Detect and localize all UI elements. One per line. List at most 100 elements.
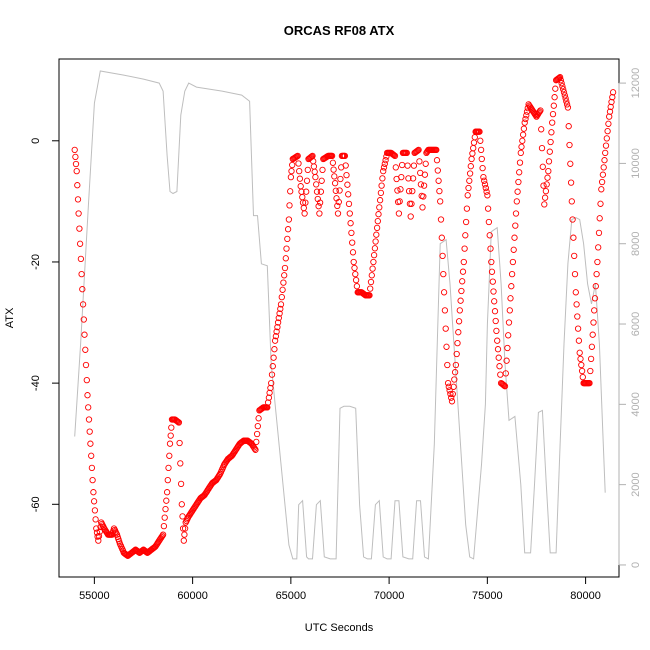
atx-point — [608, 98, 615, 106]
atx-point — [545, 167, 552, 175]
atx-point — [445, 383, 452, 390]
atx-point — [367, 285, 374, 292]
atx-point — [593, 270, 600, 278]
y-tick-label: -40 — [30, 375, 42, 391]
atx-point — [409, 187, 416, 195]
atx-point — [606, 108, 614, 115]
atx-point — [92, 516, 99, 523]
atx-point — [590, 319, 597, 326]
atx-point — [167, 432, 174, 439]
atx-point — [551, 94, 558, 101]
atx-point — [304, 166, 311, 174]
atx-point — [162, 505, 169, 513]
atx-point — [505, 319, 513, 326]
atx-point — [253, 438, 260, 446]
atx-point — [377, 189, 385, 197]
atx-point — [337, 175, 344, 183]
atx-point — [595, 244, 602, 251]
atx-point — [576, 349, 583, 356]
atx-point — [163, 497, 170, 504]
atx-point — [302, 199, 309, 206]
altitude-layer — [74, 70, 606, 560]
atx-point — [76, 240, 84, 247]
atx-point — [342, 162, 349, 169]
atx-point — [564, 104, 572, 111]
atx-point — [545, 158, 553, 165]
atx-point — [376, 204, 383, 211]
atx-point — [591, 295, 599, 302]
atx-point — [544, 174, 551, 181]
atx-point — [490, 288, 497, 295]
chart-title: ORCAS RF08 ATX — [284, 23, 395, 38]
atx-point — [72, 153, 79, 161]
y2-tick-label: 4000 — [630, 392, 642, 416]
atx-point — [556, 74, 564, 81]
atx-point — [437, 216, 445, 223]
atx-point — [563, 101, 571, 108]
atx-point — [437, 198, 444, 205]
atx-point — [541, 194, 549, 201]
atx-point — [180, 537, 187, 544]
atx-point — [268, 379, 275, 387]
atx-point — [370, 258, 377, 266]
atx-point — [174, 418, 181, 425]
atx-point — [439, 252, 446, 260]
atx-point — [177, 480, 185, 488]
atx-point — [272, 333, 280, 340]
atx-point — [420, 193, 427, 200]
atx-point — [519, 131, 527, 138]
atx-point — [536, 108, 543, 115]
atx-point — [491, 308, 499, 315]
atx-point — [284, 226, 292, 233]
atx-point — [415, 146, 422, 154]
atx-point — [95, 532, 103, 540]
atx-point — [497, 371, 504, 378]
y2-tick-label: 6000 — [630, 312, 642, 336]
atx-point — [436, 187, 443, 195]
atx-point — [88, 464, 96, 472]
atx-point — [279, 286, 286, 293]
atx-point — [546, 148, 553, 155]
atx-point — [318, 177, 325, 184]
atx-point — [442, 325, 449, 332]
atx-point — [274, 319, 282, 326]
atx-point — [444, 361, 451, 369]
atx-point — [343, 171, 350, 179]
atx-point — [421, 171, 429, 178]
atx-point — [174, 418, 182, 426]
atx-point — [84, 392, 91, 399]
atx-point — [310, 158, 317, 165]
atx-layer — [71, 74, 617, 559]
atx-point — [78, 270, 85, 278]
atx-point — [448, 394, 455, 401]
atx-point — [72, 160, 80, 168]
atx-point — [71, 146, 78, 154]
atx-point — [446, 387, 453, 394]
atx-point — [413, 147, 421, 155]
atx-point — [83, 376, 90, 384]
atx-point — [370, 251, 378, 259]
atx-point — [90, 489, 97, 496]
atx-point — [494, 337, 501, 344]
atx-point — [380, 167, 387, 175]
atx-point — [264, 399, 272, 406]
atx-point — [594, 258, 601, 266]
atx-point — [123, 551, 130, 558]
y2-axis: 0 2000 4000 6000 8000 10000 12000 — [618, 68, 642, 568]
atx-point — [275, 314, 282, 322]
atx-point — [373, 224, 381, 232]
atx-point — [273, 328, 280, 335]
atx-point — [88, 452, 95, 459]
atx-point — [176, 439, 183, 447]
atx-point — [303, 177, 311, 184]
atx-point — [351, 264, 358, 272]
atx-point — [317, 188, 325, 195]
atx-point — [312, 173, 319, 181]
atx-point — [373, 231, 380, 238]
atx-point — [568, 198, 575, 205]
atx-point — [95, 537, 102, 544]
atx-point — [166, 452, 173, 459]
atx-point — [491, 298, 498, 305]
atx-point — [350, 258, 357, 266]
atx-point — [416, 158, 423, 165]
